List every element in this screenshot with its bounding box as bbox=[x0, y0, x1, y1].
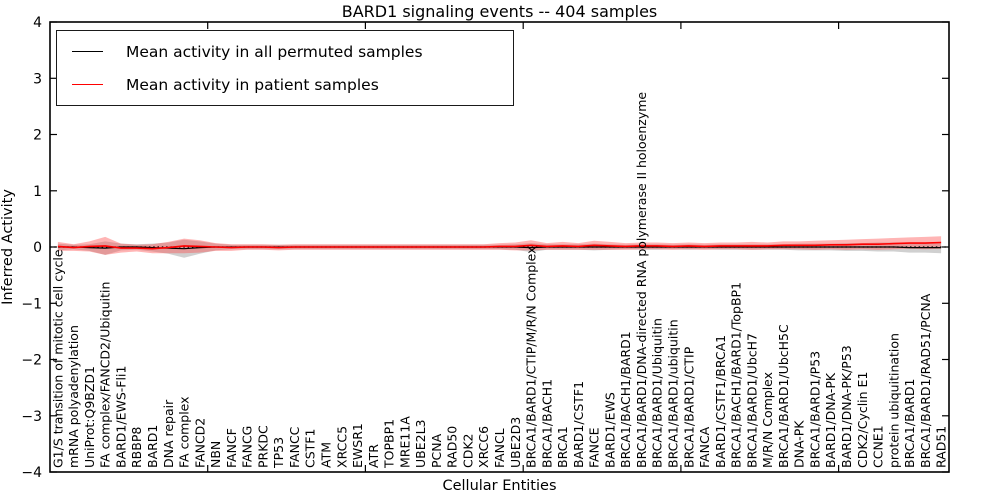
y-tick-label: −1 bbox=[21, 296, 42, 312]
x-tick-label: BRCA1/BARD1 bbox=[902, 379, 917, 468]
x-tick-label: BARD1 bbox=[145, 425, 160, 468]
x-tick-label: TOPBP1 bbox=[382, 419, 397, 469]
x-tick-label: BRCA1/BARD1/UbcH5C bbox=[776, 324, 791, 468]
x-tick-label: BRCA1/BARD1/UbcH7 bbox=[744, 333, 759, 468]
y-tick-label: 0 bbox=[33, 240, 42, 256]
x-tick-label: CSTF1 bbox=[303, 429, 318, 468]
x-tick-label: UBE2D3 bbox=[508, 417, 523, 468]
x-tick-label: UBE2L3 bbox=[413, 420, 428, 469]
legend-label-permuted: Mean activity in all permuted samples bbox=[126, 42, 423, 61]
x-tick-label: FANCA bbox=[697, 426, 712, 468]
x-tick-label: RBBP8 bbox=[129, 427, 144, 468]
x-tick-label: G1/S transition of mitotic cell cycle bbox=[50, 249, 65, 468]
x-tick-label: FA complex/FANCD2/Ubiquitin bbox=[98, 282, 113, 468]
x-tick-label: XRCC5 bbox=[334, 426, 349, 468]
x-tick-label: EWSR1 bbox=[350, 423, 365, 468]
x-tick-label: BARD1/DNA-PK/P53 bbox=[839, 345, 854, 468]
x-tick-label: BARD1/CSTF1/BRCA1 bbox=[713, 335, 728, 468]
y-tick-label: 4 bbox=[33, 15, 42, 31]
x-tick-label: BRCA1/BARD1/P53 bbox=[807, 351, 822, 468]
y-tick-label: 2 bbox=[33, 128, 42, 144]
x-tick-label: TP53 bbox=[271, 437, 286, 469]
y-tick-label: 1 bbox=[33, 184, 42, 200]
x-tick-label: FANCE bbox=[587, 427, 602, 468]
legend-label-patient: Mean activity in patient samples bbox=[126, 75, 379, 94]
x-tick-label: CCNE1 bbox=[871, 425, 886, 468]
x-tick-label: FANCF bbox=[224, 428, 239, 468]
permuted-band bbox=[57, 239, 942, 258]
x-tick-label: FANCD2 bbox=[192, 418, 207, 468]
legend: Mean activity in all permuted samples Me… bbox=[56, 30, 514, 106]
chart-title: BARD1 signaling events -- 404 samples bbox=[341, 2, 658, 21]
legend-line-permuted-icon bbox=[72, 51, 103, 52]
x-tick-label: mRNA polyadenylation bbox=[66, 325, 81, 468]
x-tick-label: XRCC6 bbox=[476, 426, 491, 468]
y-axis-label: Inferred Activity bbox=[0, 189, 16, 305]
y-tick-label: 3 bbox=[33, 71, 42, 87]
x-tick-label: RAD50 bbox=[445, 426, 460, 468]
y-tick-label: −4 bbox=[21, 465, 42, 481]
patient-line bbox=[57, 241, 942, 250]
x-tick-label: BRCA1/BARD1/Ubiquitin bbox=[650, 318, 665, 468]
x-tick-label: BRCA1/BACH1 bbox=[539, 379, 554, 468]
x-tick-label: M/R/N Complex bbox=[760, 372, 775, 468]
y-tick-label: −2 bbox=[21, 353, 42, 369]
x-tick-label: CDK2 bbox=[461, 433, 476, 468]
x-tick-label: MRE11A bbox=[397, 416, 412, 468]
x-tick-label: BRCA1/BARD1/CTIP/M/R/N Complex bbox=[524, 246, 539, 468]
x-tick-label: BARD1/EWS-Fli1 bbox=[114, 366, 129, 468]
x-tick-label: FANCG bbox=[240, 426, 255, 468]
x-tick-label: FANCC bbox=[287, 426, 302, 468]
x-tick-label: ATR bbox=[366, 444, 381, 468]
x-tick-label: UniProt:Q9BZD1 bbox=[82, 366, 97, 468]
x-tick-label: BRCA1/BARD1/CTIP bbox=[681, 346, 696, 468]
x-tick-label: BRCA1/BACH1/BARD1/TopBP1 bbox=[729, 282, 744, 468]
x-tick-label: PRKDC bbox=[255, 425, 270, 468]
x-tick-label: protein ubiquitination bbox=[886, 333, 901, 468]
x-axis-label: Cellular Entities bbox=[442, 478, 557, 494]
x-tick-label: BARD1/EWS bbox=[602, 392, 617, 468]
x-tick-label: BRCA1/BARD1/RAD51/PCNA bbox=[918, 293, 933, 468]
x-tick-label: BRCA1/BARD1/ubiquitin bbox=[666, 319, 681, 468]
x-tick-label: RAD51 bbox=[934, 426, 949, 468]
x-tick-label: BARD1/CSTF1 bbox=[571, 381, 586, 468]
x-tick-label: BARD1/DNA-PK bbox=[823, 372, 838, 468]
x-tick-label: BRCA1/BARD1/DNA-directed RNA polymerase … bbox=[634, 92, 649, 468]
x-tick-label: DNA-PK bbox=[792, 420, 807, 468]
y-tick-label: −3 bbox=[21, 409, 42, 425]
legend-line-patient-icon bbox=[72, 84, 103, 85]
x-tick-label: BRCA1 bbox=[555, 426, 570, 468]
x-tick-label: FANCL bbox=[492, 428, 507, 468]
x-tick-label: DNA repair bbox=[161, 399, 176, 468]
x-tick-label: FA complex bbox=[177, 396, 192, 468]
x-tick-label: BRCA1/BACH1/BARD1 bbox=[618, 331, 633, 468]
x-tick-label: ATM bbox=[319, 442, 334, 468]
x-tick-label: NBN bbox=[208, 441, 223, 468]
legend-entry-permuted: Mean activity in all permuted samples bbox=[72, 38, 503, 65]
x-tick-label: CDK2/Cyclin E1 bbox=[855, 372, 870, 468]
legend-entry-patient: Mean activity in patient samples bbox=[72, 71, 503, 98]
x-tick-label: PCNA bbox=[429, 433, 444, 468]
